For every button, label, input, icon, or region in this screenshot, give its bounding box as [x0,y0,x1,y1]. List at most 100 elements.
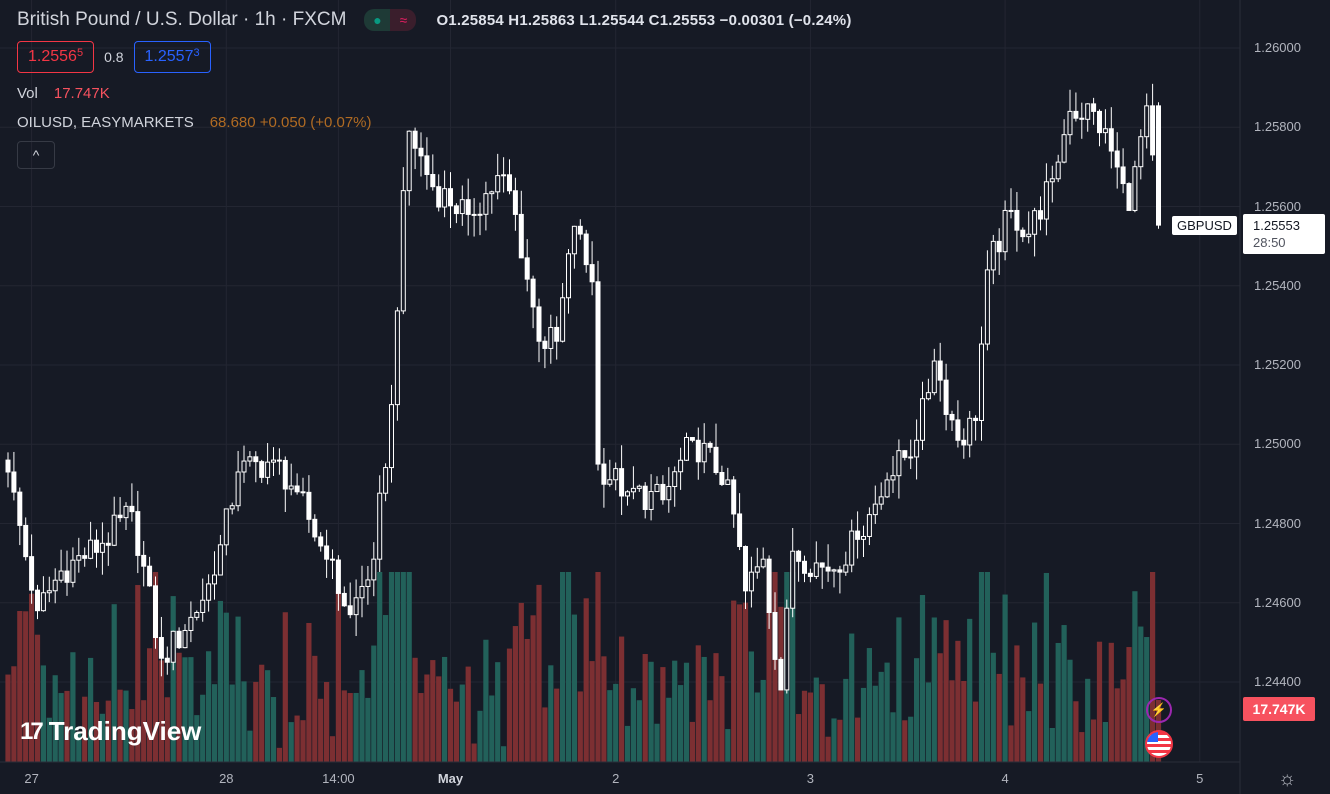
volume-bar [5,674,11,762]
candle [495,153,501,200]
candle [813,541,819,580]
volume-bar [925,682,931,762]
candle-body-down [855,530,861,540]
lightning-icon[interactable]: ⚡ [1146,697,1172,723]
candle [153,576,158,649]
candle [990,234,996,285]
candle [217,534,223,576]
candle [1102,109,1108,144]
settings-gear-icon[interactable]: ☼ [1278,768,1297,790]
candle [890,456,896,493]
candle [35,584,40,620]
candle [489,190,495,214]
candle-body-down [294,485,300,493]
candle [330,549,335,579]
sell-button[interactable]: 1.25565 [17,41,95,73]
volume-bar [1067,659,1073,762]
market-status[interactable]: ● ≈ [364,9,417,31]
candle-body-up [790,550,796,609]
candle [861,525,866,558]
buy-button[interactable]: 1.25573 [133,41,211,73]
candle [459,185,465,226]
candle [1008,188,1014,219]
candle-body-down [743,545,748,592]
volume-bar [560,572,566,762]
candle-body-up [843,564,849,573]
volume-bar [996,673,1002,762]
candle [212,551,217,600]
candle-body-down [1120,166,1126,185]
candle [394,307,400,421]
candle-body-up [501,174,507,177]
overlay-legend[interactable]: OILUSD, EASYMARKETS 68.680 +0.050 (+0.07%… [17,114,852,131]
candle-body-up [560,297,566,342]
candle-body-up [1132,166,1138,211]
price-tick-label: 1.26000 [1254,40,1301,55]
candle [548,314,554,364]
us-flag-event-icon[interactable] [1145,730,1173,758]
volume-bar [117,689,123,762]
candle-body-down [943,379,949,415]
candle [324,529,330,578]
candle-body-up [288,485,294,490]
candle-body-up [353,597,359,616]
volume-bar [436,676,442,762]
candle-body-up [566,253,571,299]
candle-body-up [648,491,654,510]
candle [200,578,206,622]
volume-bar [506,648,513,762]
collapse-legend-button[interactable]: ^ [17,141,55,169]
candle [914,419,920,480]
candle [660,475,666,505]
candle [1150,83,1156,161]
candle-body-down [737,513,743,547]
candle [158,616,164,677]
volume-bar [123,690,129,762]
candle [11,451,17,501]
volume-bar [896,617,902,762]
time-tick-label: 14:00 [322,771,355,786]
candle-body-down [802,560,807,574]
volume-bar [412,657,418,762]
chart-legend: British Pound / U.S. Dollar · 1h · FXCM … [17,6,852,169]
volume-bar [217,600,223,762]
volume-bar [406,572,412,762]
candle-body-down [35,589,40,612]
candle-body-up [725,479,731,485]
volume-bar [914,658,920,762]
volume-bar [282,612,288,762]
volume-bar [801,690,808,762]
volume-bar [70,652,76,762]
volume-bar [624,725,631,762]
candle-body-up [831,569,837,572]
time-tick-label: 2 [612,771,620,786]
candle [40,576,46,612]
volume-bar [200,694,206,762]
candle-body-down [1114,150,1120,168]
candle [1002,200,1008,261]
symbol-title[interactable]: British Pound / U.S. Dollar · 1h · FXCM [17,9,347,30]
candle [1126,182,1132,211]
volume-bar [23,611,29,762]
candle [253,451,259,483]
candle [341,586,347,607]
candle [1132,160,1138,213]
candle [583,229,589,273]
volume-bar [837,719,843,762]
volume-bar [359,670,365,762]
volume-bar [642,654,648,762]
candle-body-down [583,233,589,266]
volume-bar [1026,711,1032,762]
volume-bar [866,648,872,762]
price-tick-label: 1.24800 [1254,515,1301,531]
candle [129,483,135,522]
volume-legend[interactable]: Vol 17.747K [17,85,852,102]
candle-body-down [949,413,955,421]
volume-bar [536,584,542,762]
tradingview-logo[interactable]: 17 TradingView [20,716,201,747]
candle [82,547,88,567]
candle-body-down [82,555,88,559]
volume-bar [93,702,100,762]
candle-body-up [223,508,229,546]
